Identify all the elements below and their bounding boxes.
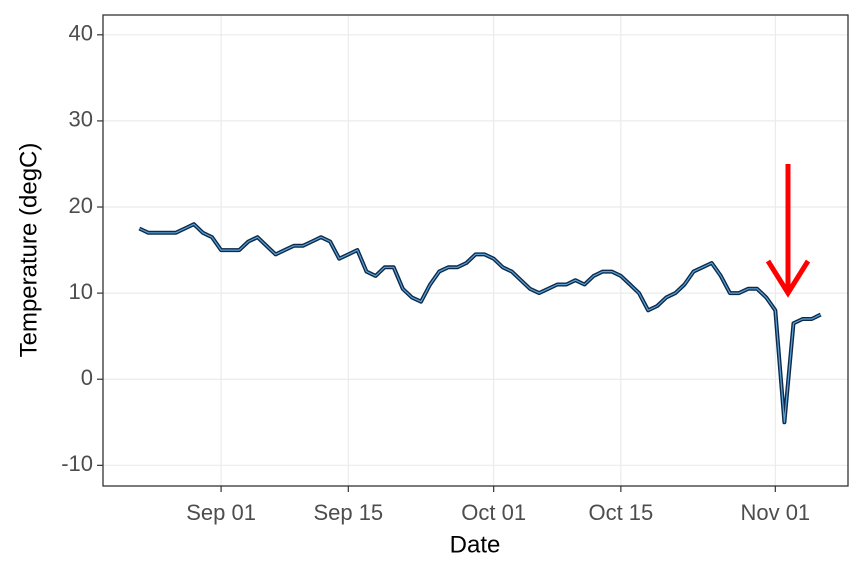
x-axis-title: Date bbox=[450, 531, 501, 558]
x-tick-label: Nov 01 bbox=[740, 500, 810, 525]
series-line-inner bbox=[139, 223, 821, 423]
x-tick-label: Sep 15 bbox=[313, 500, 383, 525]
y-tick-label: 0 bbox=[81, 365, 93, 390]
y-tick-label: 30 bbox=[69, 107, 93, 132]
x-tick-label: Sep 01 bbox=[186, 500, 256, 525]
y-tick-label: 40 bbox=[69, 21, 93, 46]
plot-border bbox=[102, 14, 849, 487]
y-tick-label: 20 bbox=[69, 193, 93, 218]
x-tick-label: Oct 01 bbox=[461, 500, 526, 525]
y-axis-title: Temperature (degC) bbox=[15, 143, 42, 358]
y-tick-label: 10 bbox=[69, 279, 93, 304]
x-tick-label: Oct 15 bbox=[588, 500, 653, 525]
annotation-arrow bbox=[765, 164, 811, 298]
y-tick-label: -10 bbox=[61, 451, 93, 476]
